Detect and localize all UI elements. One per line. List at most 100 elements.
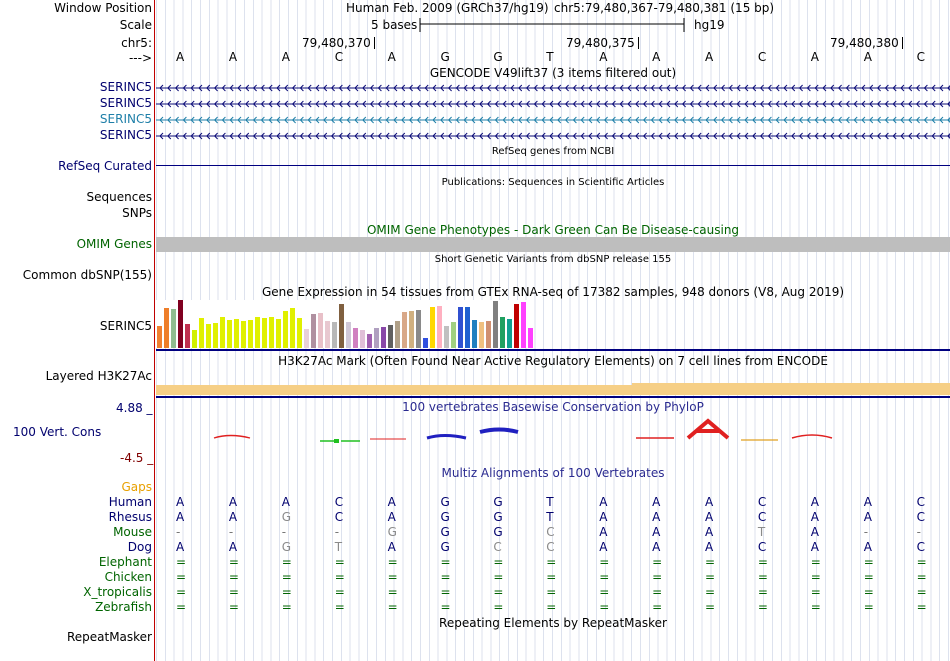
multiz-track-title[interactable]: Multiz Alignments of 100 Vertebrates [441,466,665,480]
gtex-tissue-bar[interactable] [311,314,316,348]
gencode-track-title[interactable]: GENCODE V49lift37 (3 items filtered out) [429,66,677,80]
species-label[interactable]: Mouse [113,525,152,539]
gtex-tissue-bar[interactable] [423,338,428,348]
gtex-tissue-bar[interactable] [360,330,365,348]
dbsnp-track-title[interactable]: Short Genetic Variants from dbSNP releas… [434,254,672,265]
gtex-tissue-bar[interactable] [374,328,379,348]
refseq-feature[interactable] [156,165,950,166]
gtex-tissue-bar[interactable] [241,321,246,348]
gtex-tissue-bar[interactable] [178,300,183,348]
gtex-tissue-bar[interactable] [458,307,463,348]
gtex-tissue-bar[interactable] [507,319,512,348]
gtex-tissue-bar[interactable] [430,307,435,348]
gencode-label-2[interactable]: SERINC5 [99,96,152,110]
gtex-tissue-bar[interactable] [192,330,197,348]
gencode-label-3[interactable]: SERINC5 [99,112,152,126]
gtex-label[interactable]: SERINC5 [99,319,152,333]
omim-track-title[interactable]: OMIM Gene Phenotypes - Dark Green Can Be… [366,223,740,237]
species-label[interactable]: Dog [127,540,152,554]
gtex-tissue-bar[interactable] [493,301,498,348]
repeatmasker-label[interactable]: RepeatMasker [66,630,152,644]
gtex-tissue-bar[interactable] [472,320,477,348]
gtex-tissue-bar[interactable] [227,320,232,348]
gtex-tissue-bar[interactable] [479,322,484,348]
gtex-tissue-bar[interactable] [451,322,456,348]
gtex-tissue-bar[interactable] [437,306,442,348]
gtex-tissue-bar[interactable] [318,313,323,348]
h3k27ac-signal-right[interactable] [632,383,950,395]
gtex-track-title[interactable]: Gene Expression in 54 tissues from GTEx … [261,285,845,299]
refseq-track-title[interactable]: RefSeq genes from NCBI [491,146,615,157]
gtex-tissue-bar[interactable] [353,328,358,348]
sequences-label[interactable]: Sequences [86,190,152,204]
gtex-tissue-bar[interactable] [339,304,344,348]
gtex-tissue-bar[interactable] [199,318,204,348]
gtex-tissue-bar[interactable] [297,318,302,348]
species-label[interactable]: Elephant [98,555,152,569]
gtex-tissue-bar[interactable] [185,324,190,348]
gtex-tissue-bar[interactable] [220,317,225,348]
gtex-tissue-bar[interactable] [325,321,330,348]
gtex-tissue-bar[interactable] [416,310,421,348]
gtex-tissue-bar[interactable] [465,307,470,348]
gtex-tissue-bar[interactable] [409,311,414,348]
phylop-logo[interactable] [156,418,950,448]
aligned-base: A [652,510,661,524]
snps-label[interactable]: SNPs [122,206,152,220]
gtex-tissue-bar[interactable] [332,322,337,348]
gtex-tissue-bar[interactable] [234,319,239,348]
gtex-tissue-bar[interactable] [444,326,449,348]
species-label[interactable]: Rhesus [108,510,152,524]
species-label[interactable]: Zebrafish [95,600,152,614]
species-label[interactable]: Human [108,495,152,509]
repeatmasker-track-title[interactable]: Repeating Elements by RepeatMasker [439,616,667,630]
refseq-label[interactable]: RefSeq Curated [58,159,152,173]
aligned-base: C [334,495,344,509]
h3k27ac-track-title[interactable]: H3K27Ac Mark (Often Found Near Active Re… [278,354,828,368]
gtex-tissue-bar[interactable] [157,326,162,348]
species-label[interactable]: X_tropicalis [83,585,152,599]
gtex-tissue-bar[interactable] [402,312,407,348]
gtex-tissue-bar[interactable] [388,325,393,348]
gtex-tissue-bar[interactable] [206,324,211,348]
omim-label[interactable]: OMIM Genes [76,237,152,251]
gencode-label-1[interactable]: SERINC5 [99,80,152,94]
gtex-tissue-bar[interactable] [521,302,526,348]
gtex-tissue-bar[interactable] [514,304,519,348]
gtex-tissue-bar[interactable] [304,329,309,348]
gtex-tissue-bar[interactable] [290,308,295,348]
gtex-tissue-bar[interactable] [262,318,267,348]
phylop-label[interactable]: 100 Vert. Cons [13,425,102,439]
gaps-label[interactable]: Gaps [121,480,152,494]
gtex-tissue-bar[interactable] [395,321,400,348]
gtex-tissue-bar[interactable] [276,319,281,348]
h3k27ac-label[interactable]: Layered H3K27Ac [45,369,152,383]
omim-feature[interactable] [156,237,950,252]
gtex-tissue-bar[interactable] [213,323,218,348]
gtex-tissue-bar[interactable] [171,309,176,348]
publications-track-title[interactable]: Publications: Sequences in Scientific Ar… [441,177,665,188]
gtex-bars[interactable] [156,300,536,348]
gtex-tissue-bar[interactable] [346,322,351,348]
coord-tick-2: 79,480,375 [566,36,639,50]
gtex-tissue-bar[interactable] [528,328,533,348]
gtex-tissue-bar[interactable] [248,320,253,348]
reference-base: C [334,50,344,64]
phylop-mark [334,439,339,443]
gencode-label-4[interactable]: SERINC5 [99,128,152,142]
species-label[interactable]: Chicken [104,570,152,584]
gtex-tissue-bar[interactable] [255,317,260,348]
h3k27ac-signal-left[interactable] [156,385,632,395]
phylop-track-title[interactable]: 100 vertebrates Basewise Conservation by… [402,400,704,414]
gtex-tissue-bar[interactable] [283,311,288,348]
gtex-tissue-bar[interactable] [500,317,505,348]
gtex-tissue-bar[interactable] [269,317,274,348]
gtex-tissue-bar[interactable] [381,327,386,348]
gtex-tissue-bar[interactable] [367,334,372,348]
aligned-base: = [863,585,874,599]
dbsnp-label[interactable]: Common dbSNP(155) [22,268,152,282]
label-divider[interactable] [154,0,155,661]
gtex-tissue-bar[interactable] [164,308,169,348]
gtex-tissue-bar[interactable] [486,321,491,348]
gencode-features[interactable] [156,80,950,144]
